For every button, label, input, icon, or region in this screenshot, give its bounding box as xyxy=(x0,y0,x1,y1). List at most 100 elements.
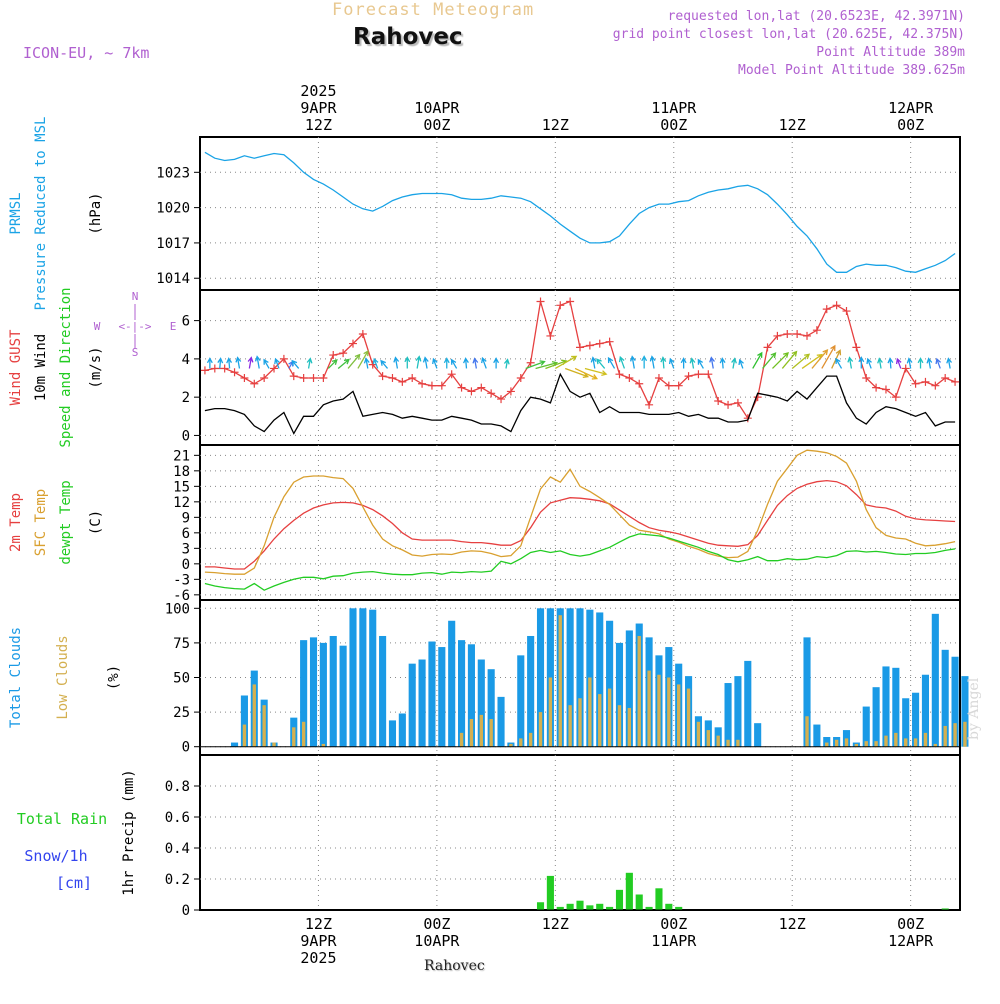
gridpoint-coords: grid point closest lon,lat (20.625E, 42.… xyxy=(612,27,965,42)
compass-s: S xyxy=(132,346,139,359)
gust-marker xyxy=(289,372,298,381)
y-axis-label: Pressure Reduced to MSL xyxy=(33,117,49,311)
gust-marker xyxy=(872,383,881,392)
bar xyxy=(467,644,475,747)
series-line xyxy=(204,479,956,570)
bar xyxy=(716,735,720,747)
wind-arrow xyxy=(450,358,458,369)
bar xyxy=(933,743,938,747)
wind-arrow xyxy=(274,357,280,369)
gust-marker xyxy=(427,381,436,390)
bar xyxy=(489,719,493,747)
gust-marker xyxy=(941,374,950,383)
y-tick-label: 21 xyxy=(173,448,190,464)
bar xyxy=(339,645,347,747)
gust-marker xyxy=(447,370,456,379)
bar xyxy=(805,716,809,747)
y-tick-label: 25 xyxy=(173,705,190,721)
wind-arrow xyxy=(731,357,737,369)
gust-marker xyxy=(299,374,308,383)
bar xyxy=(923,732,928,747)
gust-marker xyxy=(220,364,229,373)
bar xyxy=(379,635,387,747)
bar xyxy=(566,608,574,747)
y-tick-label: 3 xyxy=(182,541,190,557)
wind-arrow xyxy=(472,357,479,369)
wind-arrow xyxy=(811,349,829,369)
bar xyxy=(598,694,602,747)
gust-marker xyxy=(733,398,742,407)
wind-arrow xyxy=(432,357,438,369)
bar xyxy=(438,647,446,747)
wind-arrow xyxy=(877,357,883,369)
top-time-label: 9APR xyxy=(300,99,337,117)
legend-snow-unit: [cm] xyxy=(56,874,92,892)
wind-arrow xyxy=(752,351,763,369)
series-line xyxy=(204,533,956,591)
gust-marker xyxy=(408,374,417,383)
series-line xyxy=(204,372,956,435)
y-tick-label: 12 xyxy=(173,495,190,511)
wind-arrow xyxy=(887,357,894,369)
wind-arrow xyxy=(584,367,608,376)
wind-arrow xyxy=(363,357,370,369)
gust-marker xyxy=(664,381,673,390)
bar xyxy=(754,723,762,747)
wind-arrow xyxy=(404,356,411,369)
top-time-label: 10APR xyxy=(414,99,460,117)
wind-arrow xyxy=(719,357,726,369)
bar xyxy=(862,706,870,747)
wind-arrow xyxy=(372,357,379,369)
gust-marker xyxy=(724,400,733,409)
y-tick-label: 4 xyxy=(182,352,190,368)
bar xyxy=(825,742,829,747)
gust-marker xyxy=(230,368,239,377)
y-tick-label: 0 xyxy=(182,740,190,756)
chart-title: Forecast Meteogram xyxy=(332,0,535,20)
bar xyxy=(677,684,681,747)
panel-2 xyxy=(134,289,961,446)
gust-marker xyxy=(457,383,466,392)
bar xyxy=(645,906,653,910)
y-axis-label: PRMSL xyxy=(8,192,24,234)
gust-marker xyxy=(240,374,249,383)
wind-arrow xyxy=(801,353,823,369)
bar xyxy=(309,637,318,747)
bar xyxy=(527,635,535,747)
wind-arrow xyxy=(917,357,924,369)
bar xyxy=(230,742,239,747)
gust-marker xyxy=(487,389,496,398)
bar xyxy=(943,725,947,747)
gust-marker xyxy=(832,301,841,310)
bar xyxy=(292,727,296,747)
bar xyxy=(892,667,900,747)
wind-arrow xyxy=(217,357,224,369)
wind-arrow xyxy=(946,357,953,369)
top-time-label: 00Z xyxy=(660,116,687,134)
top-time-label: 00Z xyxy=(423,116,450,134)
wind-arrow xyxy=(481,356,487,369)
bar xyxy=(696,721,701,747)
series-line xyxy=(204,151,956,273)
wind-arrow xyxy=(337,358,350,369)
gust-marker xyxy=(348,339,357,348)
top-time-label: 11APR xyxy=(651,99,697,117)
y-tick-label: 50 xyxy=(173,671,190,687)
gust-marker xyxy=(477,383,486,392)
wind-arrow xyxy=(554,355,578,370)
top-time-label: 12APR xyxy=(888,99,934,117)
bar xyxy=(548,677,553,747)
gust-marker xyxy=(803,331,812,340)
wind-arrow xyxy=(668,357,675,369)
bar xyxy=(578,698,582,747)
gust-marker xyxy=(210,364,219,373)
gust-marker xyxy=(891,393,900,402)
gust-marker xyxy=(358,330,367,339)
wind-arrow xyxy=(235,356,242,369)
y-tick-label: 15 xyxy=(173,479,190,495)
point-altitude: Point Altitude 389m xyxy=(816,45,965,60)
bar xyxy=(657,674,661,747)
gust-marker xyxy=(822,305,831,314)
wind-arrow xyxy=(791,353,811,369)
